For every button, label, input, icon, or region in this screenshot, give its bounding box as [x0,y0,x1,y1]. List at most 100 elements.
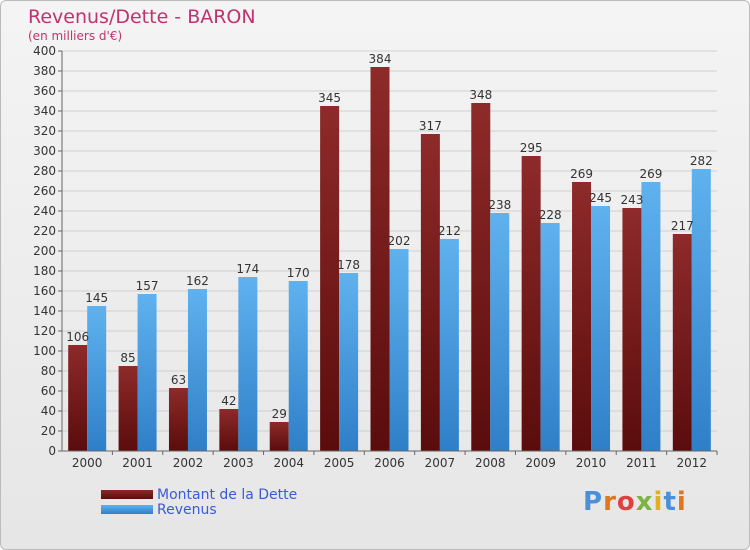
x-tick-label: 2012 [677,456,708,470]
legend-item-dette: Montant de la Dette [101,486,298,503]
bar-revenus [339,273,359,451]
x-tick-label: 2009 [525,456,556,470]
y-tick-label: 100 [33,344,56,358]
logo-letter: x [635,487,654,517]
bar-revenus [490,213,510,451]
data-label: 178 [337,258,360,272]
data-label: 212 [438,224,461,238]
data-label: 174 [236,262,259,276]
x-tick-label: 2010 [576,456,607,470]
logo-letter: i [676,487,687,517]
bar-revenus [439,239,459,451]
y-tick-label: 340 [33,104,56,118]
data-label: 202 [388,234,411,248]
data-label: 170 [287,266,310,280]
y-tick-label: 380 [33,64,56,78]
bar-dette [521,156,541,451]
logo-letter: o [616,487,636,517]
y-tick-label: 160 [33,284,56,298]
y-tick-label: 0 [48,444,56,458]
data-label: 63 [171,373,186,387]
data-label: 345 [318,91,341,105]
bar-dette [219,409,239,451]
x-tick-label: 2002 [173,456,204,470]
y-tick-label: 80 [41,364,56,378]
data-label: 282 [690,154,713,168]
data-label: 145 [85,291,108,305]
x-tick-label: 2007 [425,456,456,470]
data-label: 228 [539,208,562,222]
data-label: 295 [520,141,543,155]
logo-letter: r [603,487,617,517]
data-label: 42 [221,394,236,408]
bar-revenus [137,294,157,451]
data-label: 384 [369,52,392,66]
bar-dette [68,345,88,451]
x-tick-label: 2000 [72,456,103,470]
legend-swatch-revenus [101,505,153,514]
bar-dette [168,388,188,451]
y-tick-label: 140 [33,304,56,318]
legend-swatch-dette [101,490,153,499]
y-tick-label: 220 [33,224,56,238]
x-tick-label: 2008 [475,456,506,470]
data-label: 85 [120,351,135,365]
bar-dette [118,366,138,451]
x-tick-label: 2001 [122,456,153,470]
bar-dette [672,234,692,451]
data-label: 317 [419,119,442,133]
y-tick-label: 400 [33,44,56,58]
y-tick-label: 120 [33,324,56,338]
proxiti-logo: Proxiti [583,487,687,517]
data-label: 217 [671,219,694,233]
legend-label-revenus: Revenus [157,501,217,518]
x-tick-label: 2003 [223,456,254,470]
data-label: 106 [66,330,89,344]
bar-dette [320,106,340,451]
chart-subtitle: (en milliers d'€) [28,29,123,43]
data-label: 29 [272,407,287,421]
bar-revenus [389,249,409,451]
y-tick-label: 180 [33,264,56,278]
bar-revenus [691,169,711,451]
y-tick-label: 280 [33,164,56,178]
y-tick-label: 320 [33,124,56,138]
legend-label-dette: Montant de la Dette [157,486,298,503]
bar-revenus [288,281,308,451]
y-tick-label: 360 [33,84,56,98]
x-tick-label: 2011 [626,456,657,470]
data-label: 243 [620,193,643,207]
data-label: 269 [570,167,593,181]
data-label: 348 [469,88,492,102]
y-tick-label: 20 [41,424,56,438]
legend-item-revenus: Revenus [101,501,297,518]
bar-dette [420,134,440,451]
x-tick-label: 2004 [273,456,304,470]
y-tick-label: 200 [33,244,56,258]
data-label: 245 [589,191,612,205]
x-tick-label: 2006 [374,456,405,470]
bar-revenus [540,223,560,451]
bar-dette [471,103,491,451]
x-tick-label: 2005 [324,456,355,470]
bar-dette [622,208,642,451]
data-label: 238 [488,198,511,212]
y-tick-label: 240 [33,204,56,218]
bar-revenus [591,206,611,451]
y-tick-label: 260 [33,184,56,198]
data-label: 157 [136,279,159,293]
data-label: 269 [639,167,662,181]
legend: Montant de la Dette Revenus [101,486,298,518]
logo-letter: t [663,487,677,517]
bar-revenus [641,182,661,451]
logo-letter: P [583,487,604,517]
y-tick-label: 40 [41,404,56,418]
bar-dette [370,67,390,451]
bar-dette [572,182,592,451]
chart-title: Revenus/Dette - BARON [28,6,256,28]
bar-dette [269,422,289,451]
y-tick-label: 60 [41,384,56,398]
bar-revenus [87,306,107,451]
